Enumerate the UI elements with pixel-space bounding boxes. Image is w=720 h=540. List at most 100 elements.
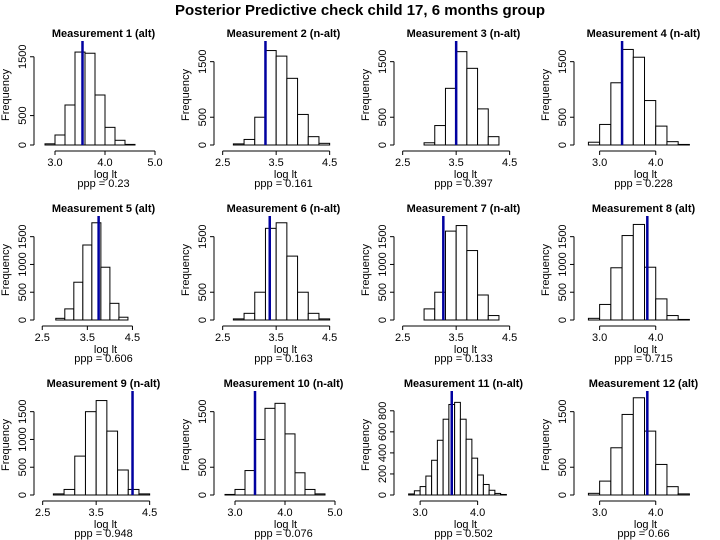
- x-axis-label: log lt: [634, 344, 657, 356]
- histogram-bar: [466, 67, 479, 146]
- histogram-bar: [138, 493, 151, 496]
- x-tick-label: 4.5: [322, 157, 337, 169]
- histogram-bar: [114, 139, 126, 146]
- histogram-bar: [286, 77, 299, 146]
- y-tick-label: 0: [197, 317, 209, 323]
- histogram-bar: [666, 315, 679, 321]
- figure-title: Posterior Predictive check child 17, 6 m…: [174, 2, 546, 19]
- y-tick-label: 1000: [377, 252, 389, 276]
- histogram-bar: [599, 303, 612, 321]
- panel-title: Measurement 12 (alt): [589, 378, 699, 390]
- histogram-bar: [666, 141, 679, 146]
- panel-title: Measurement 3 (n-alt): [407, 28, 521, 40]
- x-tick-label: 4.0: [648, 507, 663, 519]
- histogram-bar: [64, 308, 75, 321]
- histogram-bar: [459, 418, 467, 496]
- y-tick-label: 0: [377, 317, 389, 323]
- histogram-bar: [294, 472, 306, 496]
- x-tick-label: 4.0: [277, 507, 292, 519]
- y-tick-label: 600: [377, 423, 389, 441]
- histogram-bar: [587, 141, 601, 146]
- ppp-label: ppp = 0.397: [434, 178, 492, 190]
- panel-title: Measurement 11 (n-alt): [404, 378, 524, 390]
- y-tick-label: 500: [377, 283, 389, 301]
- histogram-bar: [232, 318, 245, 321]
- y-tick-label: 1000: [557, 252, 569, 276]
- x-tick-label: 3.5: [449, 157, 464, 169]
- ppp-label: ppp = 0.076: [254, 528, 312, 540]
- histogram-bar: [318, 318, 331, 321]
- histogram-bar: [644, 266, 657, 321]
- histogram-bar: [465, 438, 473, 496]
- panel-title: Measurement 7 (n-alt): [407, 203, 521, 215]
- histogram-bar: [63, 488, 76, 496]
- x-tick-label: 3.0: [592, 332, 607, 344]
- histogram-bar: [466, 250, 479, 321]
- histogram-bar: [275, 55, 288, 146]
- histogram-bar: [677, 143, 690, 146]
- histogram-bar: [104, 126, 116, 146]
- histogram-bar: [82, 244, 93, 321]
- x-tick-label: 3.0: [412, 507, 427, 519]
- histogram-bar: [599, 480, 612, 496]
- panel-title: Measurement 9 (n-alt): [47, 378, 161, 390]
- histogram-bar: [477, 474, 484, 496]
- histogram-bar: [434, 125, 446, 146]
- histogram-bar: [84, 411, 97, 496]
- histogram-panel: Measurement 7 (n-alt) 2.5 3.5 4.5 log ltppp …: [360, 203, 521, 365]
- histogram-panel: Measurement 9 (n-alt) 2.5 3.5 4.5 log ltppp …: [0, 378, 161, 540]
- histogram-bar: [274, 402, 286, 496]
- y-tick-label: 500: [557, 458, 569, 476]
- y-tick-label: 400: [377, 444, 389, 462]
- x-tick-label: 3.5: [89, 507, 104, 519]
- y-axis-label: Frequency: [360, 69, 372, 121]
- x-axis-label: log lt: [94, 519, 117, 531]
- histogram-bar: [632, 397, 646, 496]
- histogram-bar: [666, 486, 679, 496]
- panel-title: Measurement 1 (alt): [52, 28, 156, 40]
- histogram-bar: [314, 493, 326, 496]
- y-tick-label: 0: [17, 317, 29, 323]
- y-tick-label: 500: [17, 458, 29, 476]
- x-tick-label: 5.0: [147, 157, 162, 169]
- histogram-bar: [307, 136, 320, 146]
- histogram-bar: [644, 430, 657, 496]
- histogram-bar: [124, 143, 136, 146]
- ppp-label: ppp = 0.161: [254, 178, 312, 190]
- histogram-bar: [224, 493, 236, 496]
- histogram-panel: Measurement 6 (n-alt) 2.5 3.5 4.5 log ltppp …: [180, 203, 341, 365]
- x-tick-label: 3.0: [592, 157, 607, 169]
- x-tick-label: 4.5: [502, 332, 517, 344]
- y-axis-label: Frequency: [180, 69, 192, 121]
- y-tick-label: 0: [197, 492, 209, 498]
- y-axis-label: Frequency: [540, 244, 552, 296]
- panel-title: Measurement 4 (n-alt): [587, 28, 701, 40]
- y-tick-label: 1500: [197, 49, 209, 73]
- y-tick-label: 500: [557, 283, 569, 301]
- histogram-bar: [455, 51, 468, 146]
- y-tick-label: 1500: [557, 399, 569, 423]
- y-tick-label: 1500: [377, 224, 389, 248]
- histogram-bar: [599, 123, 612, 146]
- y-tick-label: 0: [17, 142, 29, 148]
- histogram-bar: [243, 312, 256, 321]
- ppp-label: ppp = 0.23: [77, 178, 129, 190]
- histogram-bar: [413, 490, 421, 496]
- ppp-label: ppp = 0.228: [614, 178, 672, 190]
- histogram-bar: [284, 433, 296, 496]
- y-tick-label: 0: [557, 317, 569, 323]
- y-axis-label: Frequency: [0, 244, 12, 296]
- histogram-bar: [442, 418, 450, 496]
- histogram-bar: [264, 407, 276, 496]
- histogram-bar: [307, 312, 320, 321]
- x-axis-label: log lt: [634, 519, 657, 531]
- x-tick-label: 4.0: [470, 507, 485, 519]
- ppp-label: ppp = 0.715: [614, 353, 672, 365]
- y-tick-label: 1000: [17, 427, 29, 451]
- histogram-bar: [95, 400, 108, 496]
- x-tick-label: 2.5: [35, 507, 50, 519]
